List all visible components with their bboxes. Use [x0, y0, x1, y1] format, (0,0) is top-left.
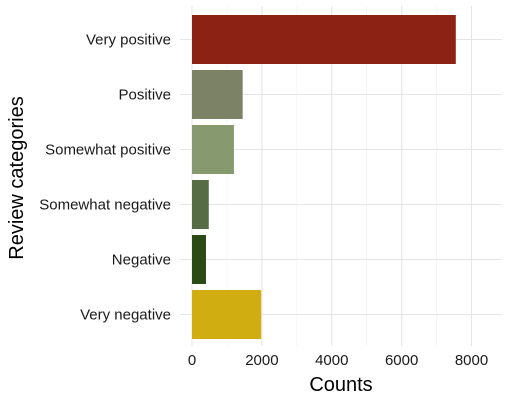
- bar-positive: [192, 70, 243, 119]
- y-tick-label: Somewhat negative: [39, 197, 171, 214]
- y-tick-label: Very positive: [86, 32, 171, 49]
- x-tick-label: 6000: [385, 352, 418, 369]
- bar-negative: [192, 235, 206, 284]
- y-axis-title: Review categories: [6, 96, 28, 259]
- x-axis-title: Counts: [309, 374, 372, 396]
- bars: [192, 15, 456, 339]
- x-tick-label: 8000: [455, 352, 488, 369]
- x-tick-label: 4000: [315, 352, 348, 369]
- x-tick-label: 0: [188, 352, 196, 369]
- bar-very-positive: [192, 15, 456, 64]
- x-tick-labels: 0 2000 4000 6000 8000: [188, 352, 488, 369]
- bar-very-negative: [192, 290, 262, 339]
- y-tick-label: Positive: [118, 87, 171, 104]
- bar-somewhat-negative: [192, 180, 209, 229]
- y-tick-label: Very negative: [80, 307, 171, 324]
- y-tick-labels: Very positive Positive Somewhat positive So…: [39, 32, 171, 324]
- y-tick-label: Negative: [112, 252, 171, 269]
- bar-somewhat-positive: [192, 125, 234, 174]
- x-tick-label: 2000: [245, 352, 278, 369]
- y-tick-label: Somewhat positive: [45, 142, 171, 159]
